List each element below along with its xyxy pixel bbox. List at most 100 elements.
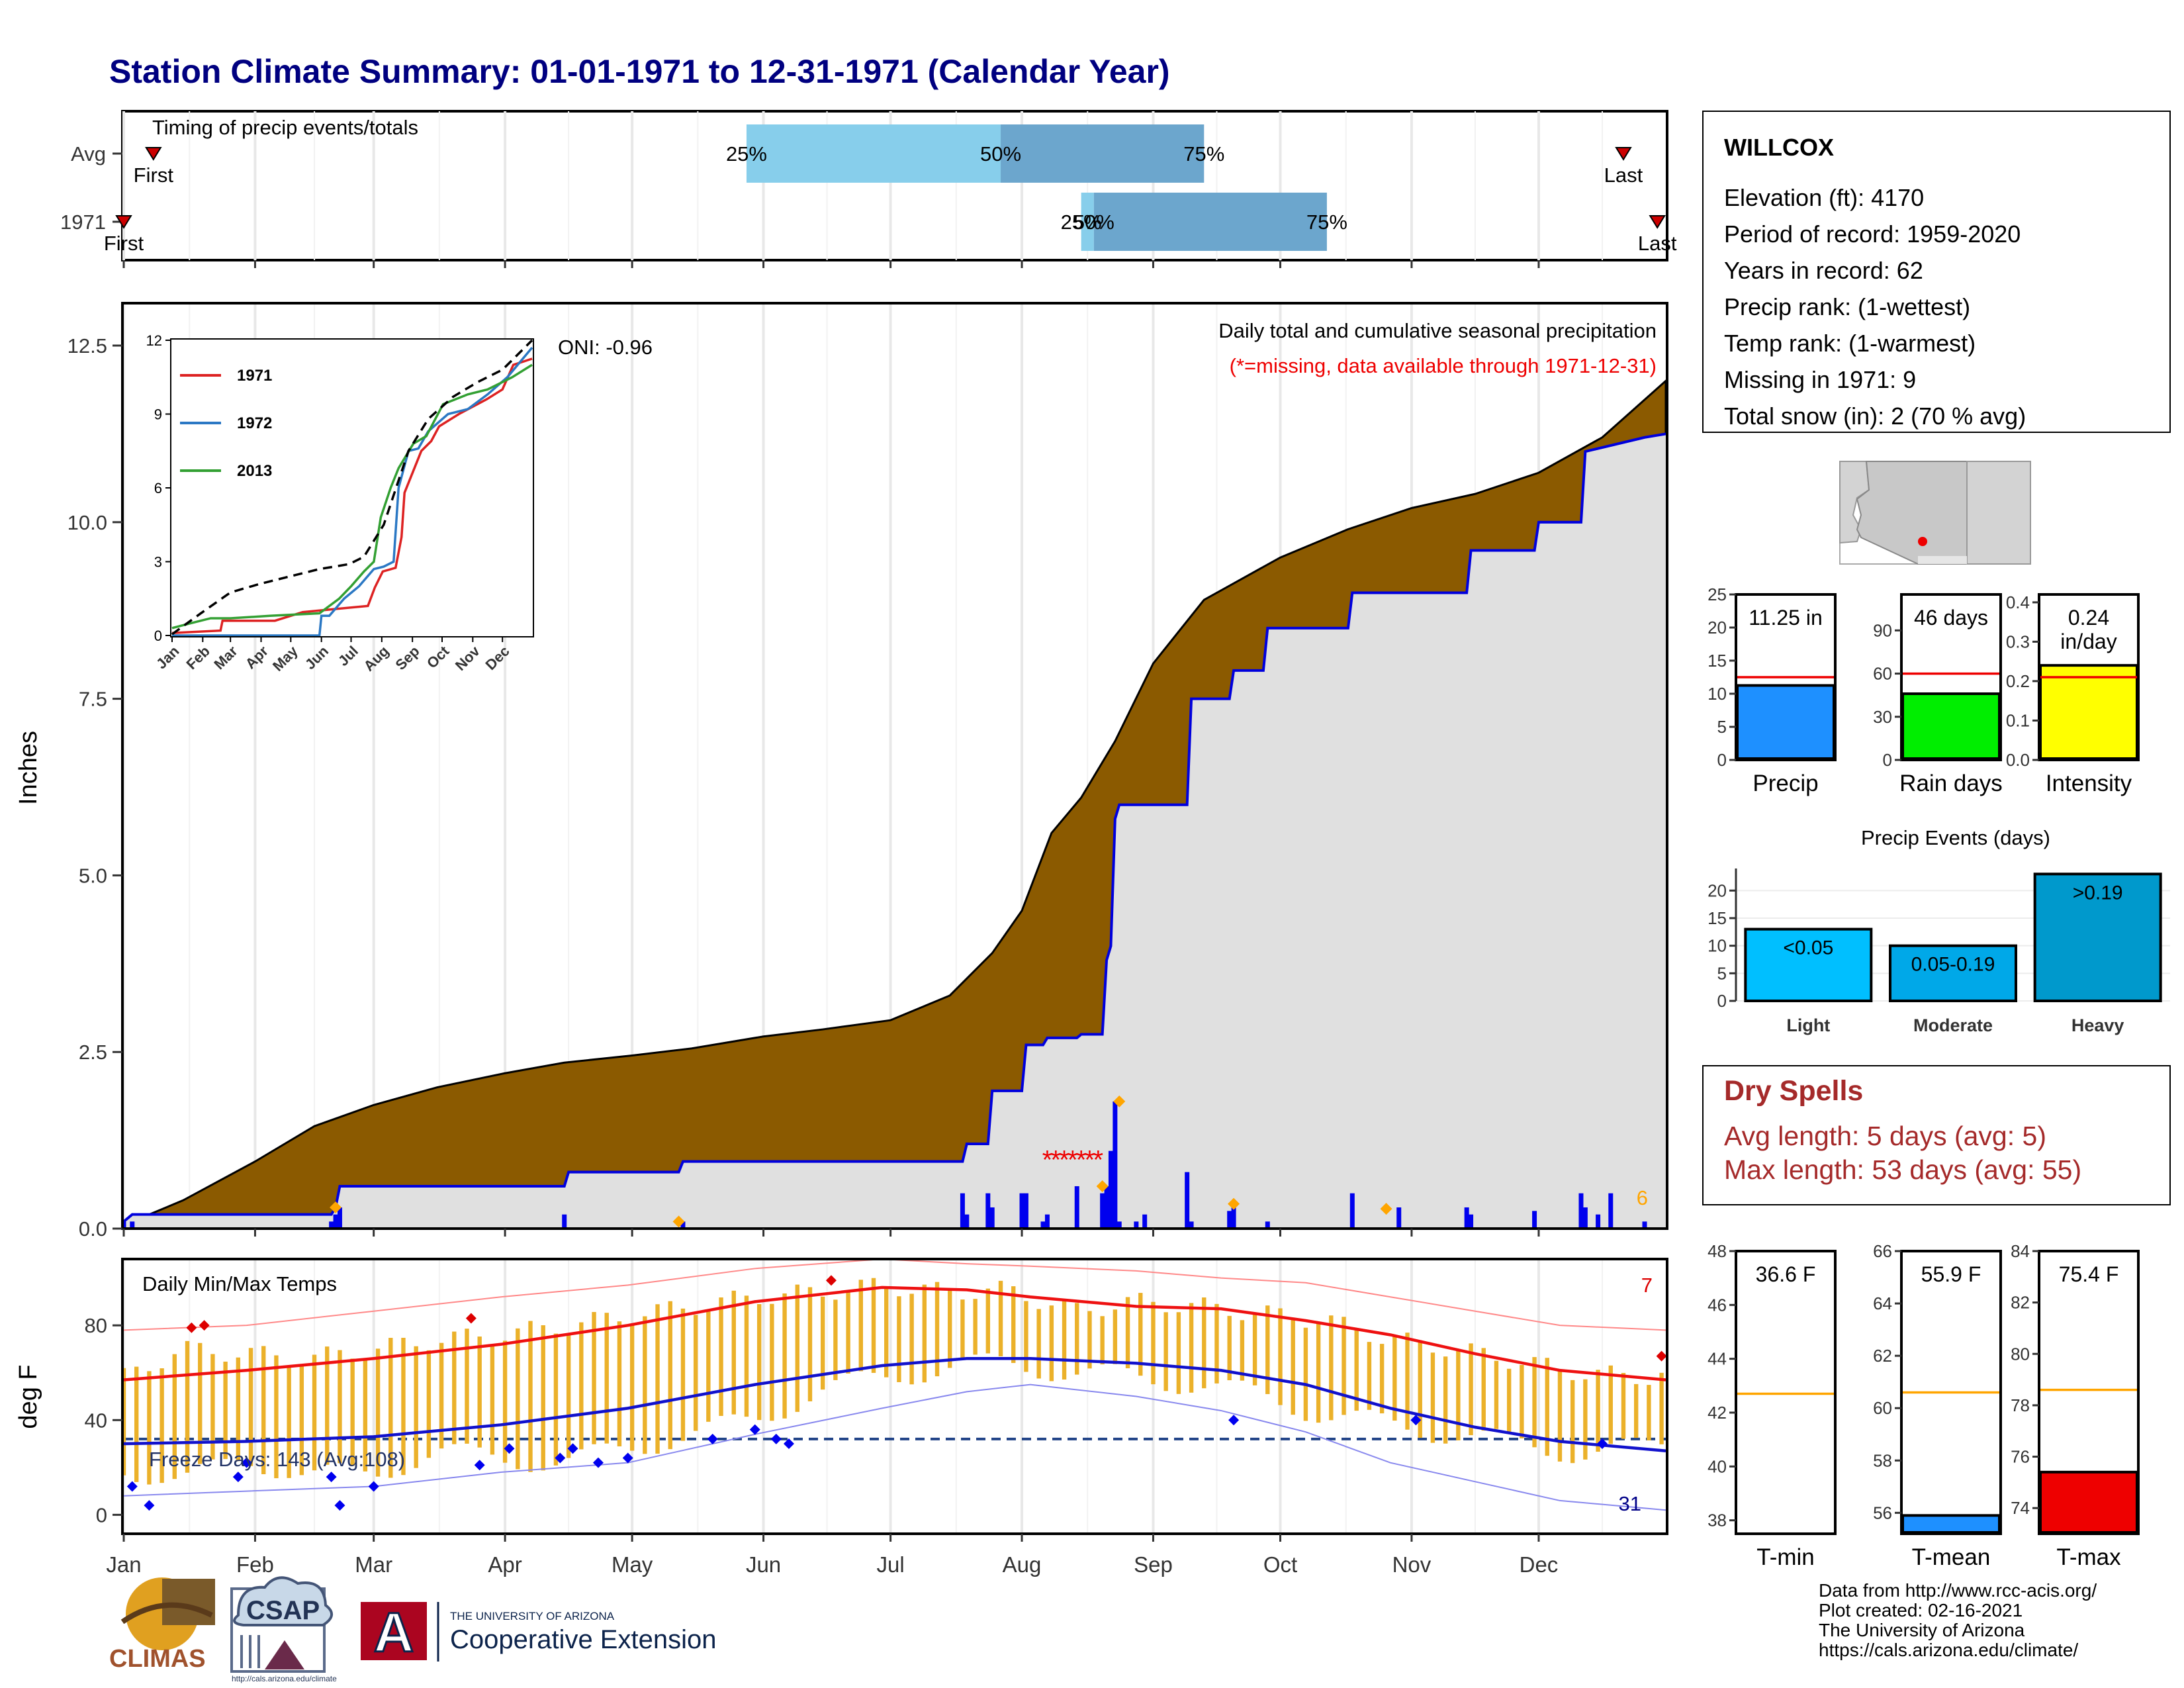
- daily-temp-range-bar: [629, 1325, 635, 1451]
- temp-summary-tick-label-1: 62: [1873, 1346, 1892, 1366]
- precip-summary-value-label-1: 46 days: [1914, 606, 1988, 630]
- daily-temp-range-bar: [553, 1333, 559, 1466]
- precip-summary-tick-label-1: 60: [1873, 664, 1892, 684]
- daily-temp-range-bar: [858, 1280, 863, 1372]
- inset-legend: 1971 1972 2013: [180, 367, 272, 480]
- daily-precip-bar: [1023, 1193, 1028, 1229]
- station-name: WILLCOX: [1724, 134, 1834, 161]
- daily-temp-range-bar: [1024, 1301, 1028, 1372]
- timing-p25-label-1: 25%: [1061, 211, 1102, 234]
- month-label-jun: Jun: [746, 1552, 781, 1577]
- daily-temp-range-bar: [846, 1291, 850, 1374]
- daily-temp-range-bar: [261, 1346, 266, 1475]
- csap-mountain: [265, 1640, 304, 1669]
- daily-temp-range-bar: [375, 1348, 381, 1477]
- inset-y-tick-label: 0: [154, 628, 162, 644]
- precip-summary-bar-1: [1901, 692, 2001, 760]
- events-bar-label-light: <0.05: [1783, 937, 1833, 959]
- daily-temp-range-bar: [680, 1308, 686, 1441]
- precip-summary-category-1: Rain days: [1899, 771, 2003, 796]
- map-neighbor-new-mexico: [1966, 461, 2031, 565]
- daily-temp-range-bar: [782, 1293, 787, 1419]
- temp-frame: [121, 1258, 1668, 1535]
- month-label-nov: Nov: [1392, 1552, 1432, 1577]
- temp-summary-tick-label-2: 74: [2011, 1498, 2030, 1518]
- missing-day-mark: *: [1076, 1145, 1087, 1174]
- daily-temp-range-bar: [248, 1348, 253, 1466]
- daily-precip-bar: [1608, 1193, 1614, 1229]
- temp-summary-tick-label-1: 64: [1873, 1293, 1892, 1313]
- csap-logo: CSAP http://cals.arizona.edu/climate: [230, 1576, 337, 1683]
- record-low-marker: [326, 1472, 337, 1483]
- events-category-heavy: Heavy: [2071, 1015, 2124, 1035]
- daily-temp-range-bar: [1291, 1320, 1295, 1415]
- dry-spells-avg: Avg length: 5 days (avg: 5): [1724, 1121, 2046, 1151]
- record-low-marker: [707, 1433, 718, 1444]
- precip-summary-tick-label-0: 15: [1707, 651, 1727, 671]
- daily-precip-marker: [672, 1215, 685, 1228]
- daily-temp-range-bar: [1342, 1317, 1346, 1415]
- precip-y-axis: 0.0 2.5 5.0 7.5 10.0 12.5: [68, 334, 122, 1241]
- daily-temp-range-bar: [897, 1296, 901, 1382]
- daily-precip-bar: [989, 1207, 995, 1229]
- inset-series-1971: [171, 357, 533, 635]
- credit-url: https://cals.arizona.edu/climate/: [1819, 1640, 2079, 1660]
- daily-temp-range-bar: [884, 1287, 889, 1378]
- record-low-marker: [770, 1433, 782, 1444]
- record-low-marker: [1596, 1438, 1608, 1450]
- precip-events-chart: Precip Events (days) 0 5 10 15 20 <0.05 Light 0.…: [1707, 826, 2170, 1035]
- daily-precip-bar: [1104, 1186, 1109, 1229]
- temp-summary-bar-1: [1901, 1514, 2001, 1534]
- daily-temp-range-bar: [541, 1325, 545, 1471]
- daily-precip-bar: [333, 1214, 338, 1229]
- temp-summary-tick-label-0: 44: [1707, 1349, 1727, 1369]
- station-line-0: Elevation (ft): 4170: [1724, 184, 1924, 211]
- temp-y-tick-label: 40: [85, 1409, 107, 1432]
- daily-precip-bar: [329, 1221, 334, 1229]
- daily-precip-bar: [1116, 1221, 1122, 1229]
- precip-summary-bar-2: [2039, 664, 2138, 761]
- record-low-marker: [144, 1500, 155, 1511]
- daily-temp-range-bar: [756, 1304, 762, 1421]
- timing-p75-label-1: 75%: [1306, 211, 1347, 234]
- temp-summary-tick-label-1: 66: [1873, 1241, 1892, 1261]
- precip-y-tick-label: 10.0: [68, 511, 107, 534]
- climas-text: CLIMAS: [109, 1645, 206, 1673]
- ua-big-text: Cooperative Extension: [450, 1625, 716, 1654]
- timing-row-label-0: Avg: [71, 142, 106, 165]
- daily-precip-bar: [960, 1193, 965, 1229]
- timing-band-lower-0: [746, 124, 1001, 183]
- precip-timing-panel: Timing of precip events/totals Avg 25% 50%…: [60, 110, 1677, 261]
- daily-temp-range-bar: [1075, 1303, 1079, 1375]
- daily-temp-range-bar: [960, 1299, 965, 1360]
- daily-temp-range-bar: [922, 1284, 927, 1383]
- daily-temp-range-bar: [973, 1299, 978, 1355]
- precip-summary-tick-label-1: 90: [1873, 620, 1892, 640]
- record-max-line: [123, 1258, 1666, 1331]
- daily-temp-range-bar: [1265, 1305, 1270, 1395]
- month-label-oct: Oct: [1263, 1552, 1297, 1577]
- record-low-marker: [592, 1457, 604, 1468]
- dry-spells-box: Dry Spells Avg length: 5 days (avg: 5) M…: [1702, 1065, 2171, 1205]
- inset-y-tick-label: 12: [146, 332, 162, 349]
- daily-temp-range-bar: [1659, 1372, 1664, 1444]
- timing-first-marker-0: [145, 147, 162, 161]
- daily-precip-marker: [1228, 1197, 1240, 1210]
- daily-temp-range-bar: [477, 1336, 482, 1448]
- daily-temp-range-bar: [566, 1333, 571, 1458]
- daily-temp-range-bar: [1608, 1365, 1613, 1444]
- daily-temp-range-bar: [1252, 1313, 1257, 1385]
- events-bar-moderate: [1889, 944, 2017, 1002]
- record-low-marker: [504, 1443, 515, 1454]
- daily-precip-bar: [1108, 1150, 1113, 1229]
- temp-summary-tick-label-0: 38: [1707, 1511, 1727, 1530]
- daily-temp-range-bar: [1354, 1329, 1359, 1411]
- daily-temp-range-bar: [363, 1359, 368, 1472]
- record-min-line: [123, 1383, 1666, 1511]
- daily-temp-range-bar: [1163, 1312, 1168, 1391]
- temp-y-axis: 0 40 80: [85, 1314, 122, 1526]
- daily-temp-range-bar: [147, 1371, 152, 1485]
- month-label-sep: Sep: [1134, 1552, 1173, 1577]
